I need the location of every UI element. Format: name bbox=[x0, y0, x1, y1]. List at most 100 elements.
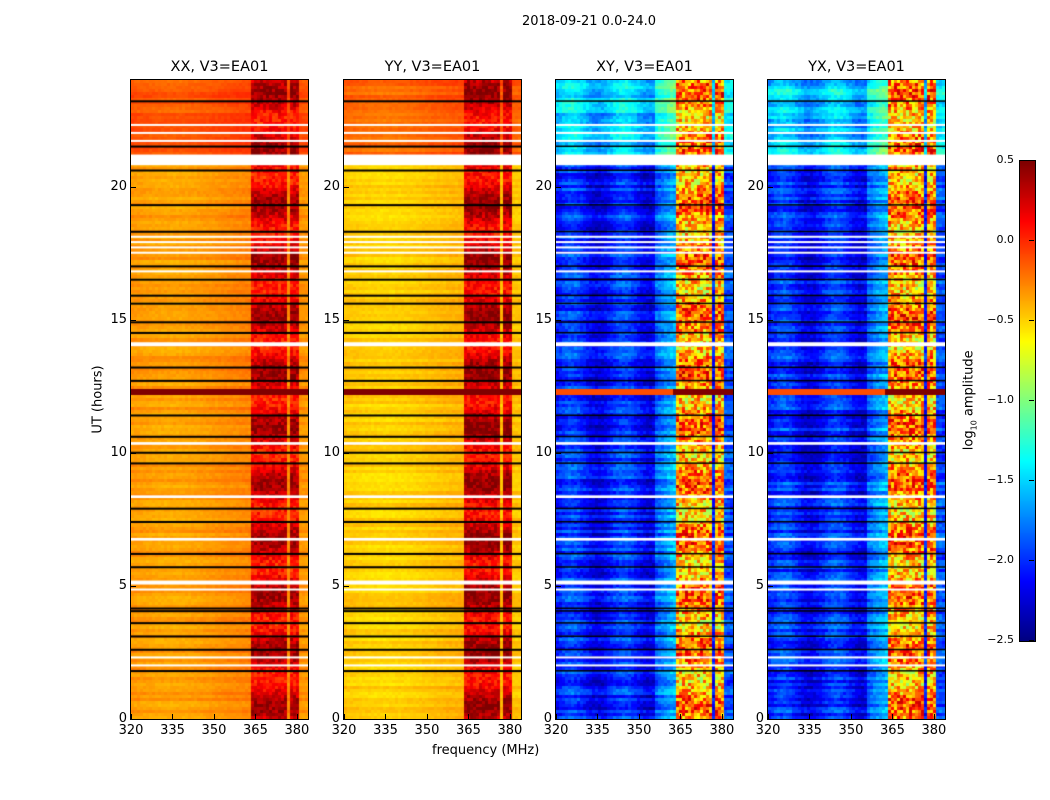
y-tick-label: 10 bbox=[323, 444, 340, 460]
x-tick-label: 380 bbox=[921, 723, 947, 738]
x-tick-mark bbox=[638, 714, 640, 719]
y-tick-mark bbox=[131, 719, 136, 720]
x-tick-mark bbox=[296, 714, 298, 719]
x-tick-label: 380 bbox=[284, 723, 310, 738]
x-tick-mark bbox=[768, 714, 769, 719]
colorbar-tick-label: −2.5 bbox=[987, 633, 1014, 646]
y-tick-label: 20 bbox=[323, 178, 340, 194]
y-tick-mark bbox=[344, 719, 349, 720]
heatmap-panel-3 bbox=[767, 79, 946, 720]
y-tick-label: 15 bbox=[535, 311, 552, 327]
y-tick-mark bbox=[344, 452, 349, 454]
y-tick-label: 5 bbox=[331, 577, 340, 593]
y-axis-label: UT (hours) bbox=[90, 365, 106, 434]
y-tick-mark bbox=[131, 319, 136, 321]
y-tick-mark bbox=[131, 186, 136, 188]
x-tick-label: 335 bbox=[585, 723, 610, 738]
heatmap-panel-0 bbox=[130, 79, 309, 720]
panel-title: YY, V3=EA01 bbox=[384, 59, 481, 75]
y-tick-mark bbox=[768, 319, 773, 321]
x-tick-mark bbox=[385, 714, 387, 719]
y-tick-mark bbox=[131, 585, 136, 587]
y-tick-mark bbox=[556, 186, 561, 188]
y-tick-mark bbox=[344, 186, 349, 188]
x-tick-label: 380 bbox=[497, 723, 523, 738]
x-tick-mark bbox=[850, 714, 852, 719]
x-tick-label: 320 bbox=[118, 723, 144, 738]
y-tick-mark bbox=[556, 452, 561, 454]
colorbar-label-sub: 10 bbox=[969, 420, 979, 431]
y-tick-label: 0 bbox=[118, 711, 127, 726]
x-tick-label: 350 bbox=[414, 723, 440, 738]
y-tick-label: 20 bbox=[535, 178, 552, 194]
x-tick-label: 320 bbox=[543, 723, 569, 738]
x-tick-mark bbox=[468, 714, 470, 719]
y-tick-mark bbox=[768, 719, 773, 720]
colorbar bbox=[1019, 160, 1036, 642]
colorbar-tick-label: −1.5 bbox=[987, 473, 1014, 486]
x-tick-label: 320 bbox=[755, 723, 781, 738]
colorbar-label: log10 amplitude bbox=[962, 350, 979, 450]
x-tick-mark bbox=[597, 714, 599, 719]
y-tick-mark bbox=[131, 452, 136, 454]
colorbar-tick-mark bbox=[1029, 240, 1034, 241]
y-tick-label: 0 bbox=[755, 711, 764, 726]
colorbar-tick-label: 0.0 bbox=[996, 233, 1015, 246]
colorbar-label-main: log bbox=[961, 430, 977, 451]
x-tick-mark bbox=[344, 714, 345, 719]
panel-title: XX, V3=EA01 bbox=[170, 59, 269, 75]
y-tick-label: 5 bbox=[543, 577, 552, 593]
x-tick-mark bbox=[509, 714, 511, 719]
colorbar-tick-mark bbox=[1029, 160, 1034, 161]
y-tick-mark bbox=[768, 452, 773, 454]
panel-title: XY, V3=EA01 bbox=[596, 59, 693, 75]
x-tick-mark bbox=[933, 714, 935, 719]
heatmap-panel-1 bbox=[343, 79, 522, 720]
y-tick-label: 5 bbox=[118, 577, 127, 593]
x-tick-label: 335 bbox=[797, 723, 822, 738]
y-tick-label: 10 bbox=[110, 444, 127, 460]
x-tick-label: 365 bbox=[668, 723, 693, 738]
figure-suptitle: 2018-09-21 0.0-24.0 bbox=[522, 14, 656, 29]
y-tick-mark bbox=[556, 319, 561, 321]
colorbar-tick-mark bbox=[1029, 640, 1034, 641]
x-tick-mark bbox=[426, 714, 428, 719]
y-tick-label: 15 bbox=[323, 311, 340, 327]
panel-title: YX, V3=EA01 bbox=[808, 59, 905, 75]
colorbar-tick-mark bbox=[1029, 320, 1034, 321]
y-tick-label: 10 bbox=[535, 444, 552, 460]
y-tick-mark bbox=[556, 585, 561, 587]
x-tick-label: 365 bbox=[243, 723, 268, 738]
y-tick-mark bbox=[344, 319, 349, 321]
y-tick-label: 20 bbox=[747, 178, 764, 194]
y-tick-label: 0 bbox=[543, 711, 552, 726]
colorbar-tick-label: −0.5 bbox=[987, 313, 1014, 326]
x-axis-label: frequency (MHz) bbox=[432, 743, 540, 758]
x-tick-label: 350 bbox=[838, 723, 864, 738]
x-tick-label: 335 bbox=[373, 723, 398, 738]
y-tick-label: 10 bbox=[747, 444, 764, 460]
y-tick-label: 0 bbox=[331, 711, 340, 726]
colorbar-tick-label: 0.5 bbox=[996, 153, 1015, 166]
colorbar-label-rest: amplitude bbox=[961, 350, 977, 421]
x-tick-mark bbox=[172, 714, 174, 719]
colorbar-tick-mark bbox=[1029, 560, 1034, 561]
y-tick-label: 20 bbox=[110, 178, 127, 194]
y-tick-label: 15 bbox=[110, 311, 127, 327]
y-tick-label: 5 bbox=[755, 577, 764, 593]
x-tick-mark bbox=[255, 714, 257, 719]
x-tick-mark bbox=[680, 714, 682, 719]
x-tick-label: 350 bbox=[201, 723, 227, 738]
x-tick-mark bbox=[892, 714, 894, 719]
x-tick-label: 365 bbox=[880, 723, 905, 738]
x-tick-label: 335 bbox=[160, 723, 185, 738]
x-tick-mark bbox=[721, 714, 723, 719]
x-tick-label: 320 bbox=[331, 723, 357, 738]
x-tick-label: 365 bbox=[456, 723, 481, 738]
colorbar-tick-mark bbox=[1029, 400, 1034, 401]
y-tick-mark bbox=[768, 585, 773, 587]
colorbar-tick-mark bbox=[1029, 480, 1034, 481]
y-tick-label: 15 bbox=[747, 311, 764, 327]
colorbar-tick-label: −1.0 bbox=[987, 393, 1014, 406]
